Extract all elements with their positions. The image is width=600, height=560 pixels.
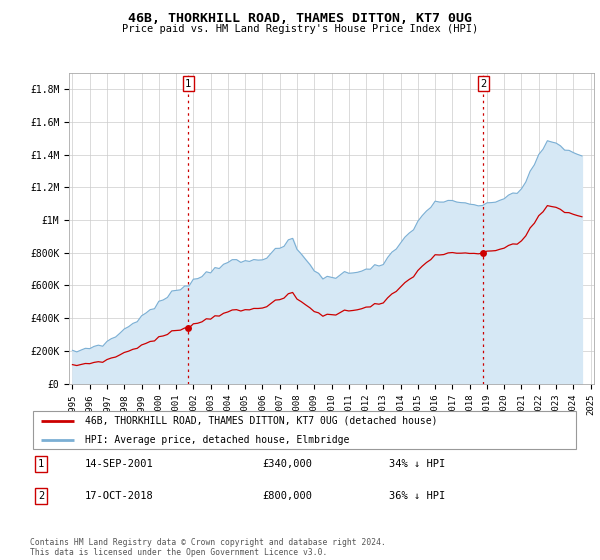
Text: Price paid vs. HM Land Registry's House Price Index (HPI): Price paid vs. HM Land Registry's House … — [122, 24, 478, 34]
Text: 1: 1 — [185, 78, 191, 88]
Text: 2: 2 — [38, 491, 44, 501]
Text: £340,000: £340,000 — [262, 459, 312, 469]
Text: 14-SEP-2001: 14-SEP-2001 — [85, 459, 154, 469]
Text: 46B, THORKHILL ROAD, THAMES DITTON, KT7 0UG (detached house): 46B, THORKHILL ROAD, THAMES DITTON, KT7 … — [85, 416, 438, 426]
Text: 34% ↓ HPI: 34% ↓ HPI — [389, 459, 445, 469]
Text: 17-OCT-2018: 17-OCT-2018 — [85, 491, 154, 501]
Text: HPI: Average price, detached house, Elmbridge: HPI: Average price, detached house, Elmb… — [85, 435, 350, 445]
Text: 46B, THORKHILL ROAD, THAMES DITTON, KT7 0UG: 46B, THORKHILL ROAD, THAMES DITTON, KT7 … — [128, 12, 472, 25]
Text: 2: 2 — [480, 78, 487, 88]
Text: Contains HM Land Registry data © Crown copyright and database right 2024.
This d: Contains HM Land Registry data © Crown c… — [30, 538, 386, 557]
Text: 36% ↓ HPI: 36% ↓ HPI — [389, 491, 445, 501]
Text: 1: 1 — [38, 459, 44, 469]
FancyBboxPatch shape — [33, 411, 577, 449]
Text: £800,000: £800,000 — [262, 491, 312, 501]
